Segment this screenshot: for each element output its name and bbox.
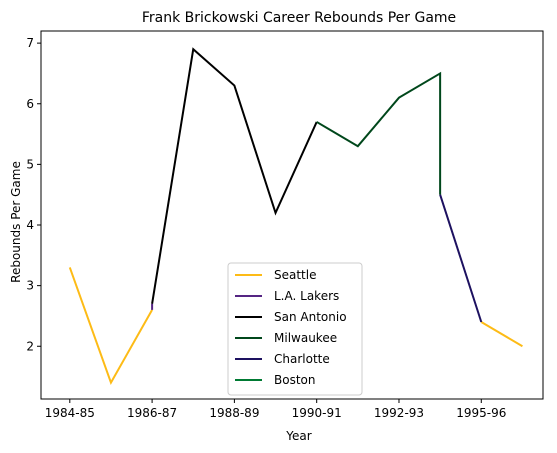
x-tick-label: 1986-87 <box>127 406 177 420</box>
legend-label: Charlotte <box>274 352 330 366</box>
y-tick-label: 3 <box>26 279 34 293</box>
y-tick-label: 2 <box>26 339 34 353</box>
x-tick-label: 1992-93 <box>374 406 424 420</box>
legend-label: L.A. Lakers <box>274 289 339 303</box>
chart-title: Frank Brickowski Career Rebounds Per Gam… <box>142 10 456 26</box>
y-tick-label: 7 <box>26 36 34 50</box>
x-tick-label: 1988-89 <box>209 406 259 420</box>
legend-label: Boston <box>274 373 315 387</box>
y-tick-label: 4 <box>26 218 34 232</box>
series-line-san-antonio-0 <box>151 47 318 304</box>
legend: Seattle L.A. Lakers San Antonio Milwaukee Ch… <box>227 262 363 396</box>
series-line-seattle-1 <box>480 321 523 348</box>
series-line-seattle-0 <box>68 267 153 386</box>
legend-label: Seattle <box>274 268 316 282</box>
plot-frame <box>40 30 544 400</box>
x-tick-label: 1995-96 <box>456 406 506 420</box>
x-tick-label: 1990-91 <box>292 406 342 420</box>
x-axis-label: Year <box>285 429 311 443</box>
x-tick-label: 1984-85 <box>45 406 95 420</box>
y-tick-label: 5 <box>26 157 34 171</box>
series-line-milwaukee-0 <box>316 71 442 195</box>
legend-label: San Antonio <box>274 310 347 324</box>
series-line-charlotte-0 <box>439 194 483 323</box>
plot-area: 1984-85 1986-87 1988-89 1990-91 1992-93 1995-… <box>26 30 544 420</box>
y-axis-label: Rebounds Per Game <box>9 161 23 283</box>
legend-label: Milwaukee <box>274 331 337 345</box>
y-tick-label: 6 <box>26 97 34 111</box>
